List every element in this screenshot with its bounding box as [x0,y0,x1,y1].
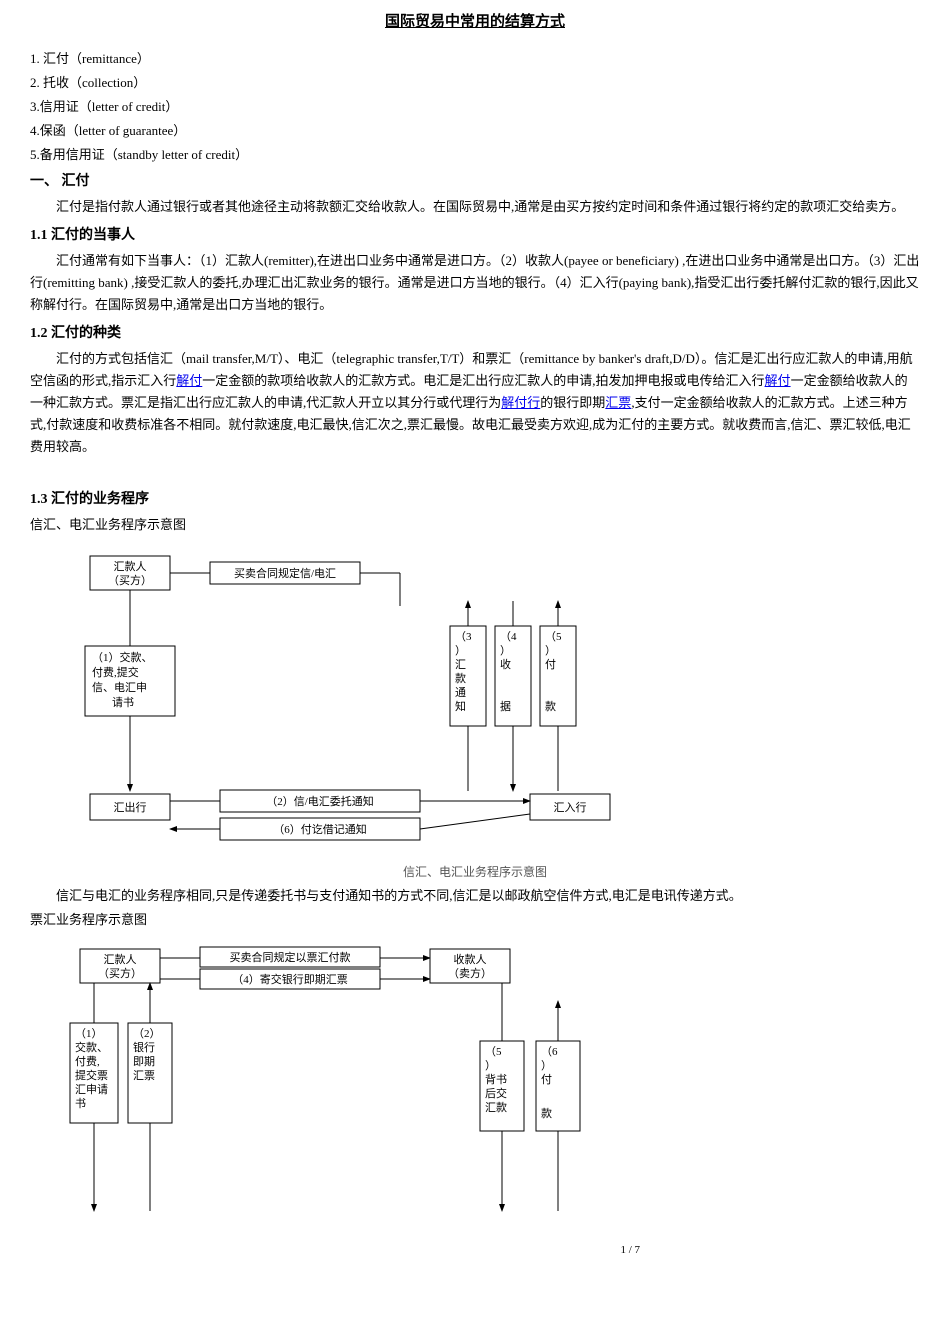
node2-step6-l2: ） [541,1059,552,1072]
node2-step5-l4: 后交 [485,1086,507,1100]
diagram-svg-2: 汇款人 （买方） 买卖合同规定以票汇付款 （4）寄交银行即期汇票 收款人 （卖方… [50,941,690,1221]
node2-step1-l5: 汇申请 [75,1083,108,1096]
text-run: 一定金额的款项给收款人的汇款方式。电汇是汇出行应汇款人的申请,拍发加押电报或电传… [202,373,764,388]
diagram-svg-1: 汇款人 （买方） 买卖合同规定信/电汇 （1）交款、 付费,提交 信、电汇申 请… [50,546,670,856]
link-huipiao[interactable]: 汇票 [605,395,631,410]
list-item: 2. 托收（collection） [30,72,920,94]
list-item: 4.保函（letter of guarantee） [30,120,920,142]
node-remitter-sub: （买方） [108,573,152,587]
node-step3-l3: 汇 [455,658,466,671]
node-step4-l4: 据 [500,699,511,713]
node2-step2-l2: 银行 [133,1040,155,1054]
node2-step5-l3: 背书 [485,1072,507,1086]
node-step5-l1: （5 [545,630,562,643]
node2-step4: （4）寄交银行即期汇票 [232,972,348,986]
node-step1-l1: （1）交款、 [92,650,153,664]
node-step6: （6）付讫借记通知 [273,822,367,836]
node2-step1-l1: （1） [75,1027,103,1040]
diagram-caption-1: 信汇、电汇业务程序示意图 [30,862,920,882]
node2-step2-l1: （2） [133,1027,161,1040]
node-contract: 买卖合同规定信/电汇 [234,566,336,580]
diagram-caption-top: 信汇、电汇业务程序示意图 [30,514,920,536]
node2-step2-l4: 汇票 [133,1069,155,1082]
section-heading-12: 1.2 汇付的种类 [30,322,920,346]
text-run: 的银行即期 [540,395,605,410]
node-step3-l1: （3 [455,630,472,643]
node2-step1-l6: 书 [75,1097,86,1110]
paragraph: 汇付是指付款人通过银行或者其他途径主动将款额汇交给收款人。在国际贸易中,通常是由… [30,196,920,218]
link-jiefu-1[interactable]: 解付 [176,373,202,388]
node-step3-l2: ） [455,644,466,657]
node-step3-l4: 款 [455,671,466,685]
node-remitting-bank: 汇出行 [114,800,147,814]
list-item: 1. 汇付（remittance） [30,48,920,70]
node-step2: （2）信/电汇委托通知 [266,794,374,808]
diagram-mt-tt: 汇款人 （买方） 买卖合同规定信/电汇 （1）交款、 付费,提交 信、电汇申 请… [50,546,920,856]
paragraph: 信汇与电汇的业务程序相同,只是传递委托书与支付通知书的方式不同,信汇是以邮政航空… [30,885,920,907]
diagram-dd: 汇款人 （买方） 买卖合同规定以票汇付款 （4）寄交银行即期汇票 收款人 （卖方… [50,941,920,1221]
node2-step6-l1: （6 [541,1045,558,1058]
node2-step1-l2: 交款、 [75,1040,108,1054]
node2-step5-l5: 汇款 [485,1100,507,1114]
section-heading-11: 1.1 汇付的当事人 [30,224,920,248]
paragraph: 汇付通常有如下当事人：（1）汇款人(remitter),在进出口业务中通常是进口… [30,250,920,316]
node-step1-l3: 信、电汇申 [92,681,147,694]
node-step4-l1: （4 [500,630,517,643]
node2-step6-l4: 款 [541,1106,552,1120]
node2-contract: 买卖合同规定以票汇付款 [230,950,351,964]
list-item: 3.信用证（letter of credit） [30,96,920,118]
page-number: 1 / 7 [30,1241,920,1260]
section-heading-1: 一、 汇付 [30,170,920,194]
page-title: 国际贸易中常用的结算方式 [30,10,920,36]
node-step1-l4: 请书 [112,696,134,709]
node-step5-l4: 款 [545,699,556,713]
diagram-caption-top-2: 票汇业务程序示意图 [30,909,920,931]
link-jiefu-2[interactable]: 解付 [765,373,791,388]
node-step1-l2: 付费,提交 [92,665,139,679]
paragraph: 汇付的方式包括信汇（mail transfer,M/T）、电汇（telegrap… [30,348,920,458]
node-step5-l3: 付 [545,658,556,671]
node2-payee-sub: （卖方） [448,966,492,980]
node2-step1-l3: 付费, [75,1055,100,1068]
node2-step6-l3: 付 [541,1073,552,1086]
node-step3-l6: 知 [455,699,466,713]
node2-step1-l4: 提交票 [75,1068,108,1082]
node2-step5-l2: ） [485,1059,496,1072]
node-step4-l3: 收 [500,657,511,671]
node-remitter: 汇款人 [114,559,147,573]
node2-step5-l1: （5 [485,1045,502,1058]
link-jiefuhang[interactable]: 解付行 [501,395,540,410]
section-heading-13: 1.3 汇付的业务程序 [30,488,920,512]
node2-payee: 收款人 [454,952,487,966]
node2-remitter-sub: （买方） [98,966,142,980]
node2-step2-l3: 即期 [133,1055,155,1068]
node-step4-l2: ） [500,644,511,657]
node-paying-bank: 汇入行 [554,801,587,814]
node-step5-l2: ） [545,644,556,657]
node2-remitter: 汇款人 [104,952,137,966]
node-step3-l5: 通 [455,686,466,699]
list-item: 5.备用信用证（standby letter of credit） [30,144,920,166]
